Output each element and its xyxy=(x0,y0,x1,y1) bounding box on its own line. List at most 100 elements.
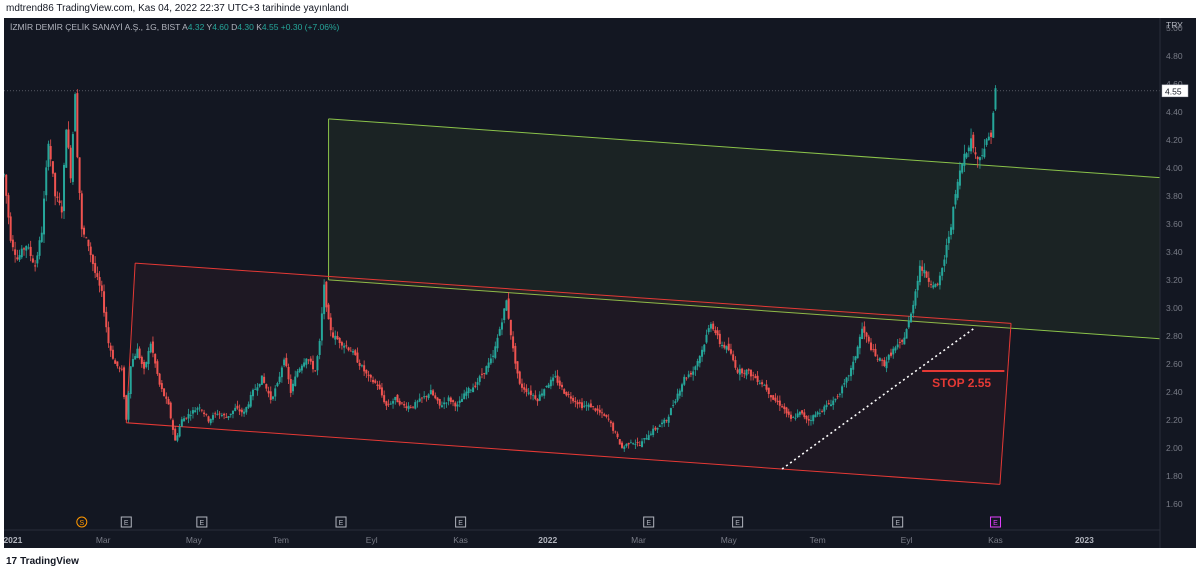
candle-body xyxy=(658,425,661,427)
candle-body xyxy=(594,408,597,411)
candle-body xyxy=(120,368,123,370)
candle-body xyxy=(898,342,901,343)
candle-body xyxy=(436,397,439,401)
candle-body xyxy=(947,236,950,244)
candle-body xyxy=(565,392,568,396)
candle-body xyxy=(694,366,697,370)
candle-body xyxy=(260,375,263,385)
candle-body xyxy=(881,359,884,361)
candle-body xyxy=(145,362,148,368)
candle-body xyxy=(74,94,77,132)
candle-body xyxy=(369,374,372,378)
candle-body xyxy=(885,361,888,369)
candle-body xyxy=(661,422,664,425)
candle-body xyxy=(458,400,461,403)
candle-body xyxy=(43,198,46,235)
event-marker-square xyxy=(196,516,208,528)
candle-body xyxy=(258,383,261,387)
y-tick-label: 4.60 xyxy=(1166,79,1183,89)
candle-body xyxy=(558,380,561,386)
candle-body xyxy=(485,366,488,375)
tradingview-logo[interactable]: 17 TradingView xyxy=(6,556,79,567)
candle-body xyxy=(276,383,279,387)
candle-body xyxy=(294,376,297,386)
chart-background xyxy=(4,18,1196,548)
candle-body xyxy=(78,157,81,194)
candle-body xyxy=(921,266,924,271)
candle-body xyxy=(185,417,188,419)
candle-body xyxy=(283,359,286,366)
candle-body xyxy=(845,377,848,383)
candle-body xyxy=(396,394,399,403)
candle-body xyxy=(663,419,666,424)
candle-body xyxy=(954,194,957,205)
candle-body xyxy=(556,375,559,383)
chart-area[interactable]: STOP 2.55 5.00 4.80 4.60 4.40 4.20 4.00 3.80 3.6… xyxy=(4,18,1196,548)
candle-body xyxy=(440,405,443,408)
candle-body xyxy=(174,428,177,441)
candle-body xyxy=(320,313,323,341)
candle-body xyxy=(414,402,417,409)
candle-body xyxy=(654,427,657,430)
candle-body xyxy=(509,319,512,336)
candle-body xyxy=(778,400,781,406)
candle-body xyxy=(376,384,379,386)
candle-body xyxy=(523,387,526,390)
channel-right-edge xyxy=(999,323,1012,485)
candle-body xyxy=(474,385,477,388)
event-marker-label: E xyxy=(993,520,998,527)
candle-body xyxy=(738,368,741,375)
channel-fill xyxy=(328,118,1161,339)
candle-body xyxy=(843,383,846,385)
candle-body xyxy=(323,284,326,315)
candle-body xyxy=(752,374,755,376)
candle-body xyxy=(178,426,181,437)
candle-body xyxy=(672,404,675,406)
channel-upper-line xyxy=(135,262,1012,324)
candle-body xyxy=(896,344,899,348)
candle-body xyxy=(970,138,973,152)
candle-body xyxy=(847,375,850,377)
event-marker-circle xyxy=(76,516,88,528)
event-marker-label: E xyxy=(458,520,463,527)
candle-body xyxy=(447,397,450,401)
candle-body xyxy=(9,216,12,241)
candle-body xyxy=(987,136,990,141)
candle-body xyxy=(425,396,428,397)
candle-body xyxy=(876,358,879,360)
candle-body xyxy=(816,412,819,415)
price-chart[interactable]: STOP 2.55 5.00 4.80 4.60 4.40 4.20 4.00 3.80 3.6… xyxy=(4,18,1196,548)
candle-body xyxy=(767,387,770,395)
candle-body xyxy=(681,384,684,392)
candle-body xyxy=(496,337,499,349)
candle-body xyxy=(701,349,704,357)
close-label: K xyxy=(256,22,262,32)
candle-body xyxy=(469,389,472,391)
candle-body xyxy=(827,403,830,405)
candle-body xyxy=(271,396,274,399)
channel-lower-line xyxy=(328,279,1161,340)
x-tick-label: Kas xyxy=(988,535,1003,545)
candle-body xyxy=(792,417,795,419)
candle-body xyxy=(11,239,14,248)
candle-body xyxy=(407,405,410,410)
candle-body xyxy=(592,406,595,407)
x-tick-label: Tem xyxy=(810,535,826,545)
candle-body xyxy=(334,335,337,340)
candle-body xyxy=(29,246,32,257)
candle-body xyxy=(667,416,670,423)
candle-body xyxy=(725,346,728,350)
candle-body xyxy=(705,334,708,343)
candle-body xyxy=(698,355,701,364)
symbol-name[interactable]: İZMİR DEMİR ÇELİK SANAYİ A.Ş., 1G, BIST xyxy=(10,22,181,32)
candle-body xyxy=(894,347,897,351)
change-value: +0.30 (+7.06%) xyxy=(280,22,340,32)
candle-body xyxy=(945,245,948,258)
candle-body xyxy=(696,361,699,367)
currency-label: TRY xyxy=(1166,20,1183,30)
candle-body xyxy=(563,389,566,394)
candle-body xyxy=(529,390,532,396)
candle-body xyxy=(254,388,257,390)
candle-body xyxy=(812,415,815,422)
last-price-badge xyxy=(1161,84,1189,98)
